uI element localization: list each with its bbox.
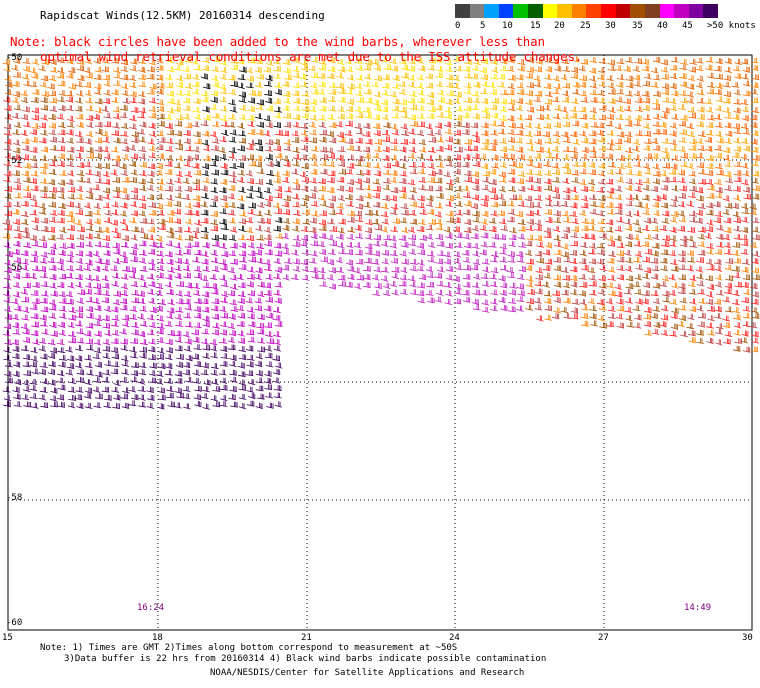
scale-swatch	[484, 4, 499, 18]
contamination-note: Note: black circles have been added to t…	[10, 34, 582, 64]
wind-barb-group	[2, 344, 283, 410]
scale-label: 0	[455, 21, 461, 31]
scale-swatch	[557, 4, 572, 18]
note-line-2: optimal wind retrieval conditions are me…	[40, 49, 583, 64]
lat-label: -50	[6, 53, 22, 63]
wind-barb-group	[164, 56, 508, 122]
lat-label: -58	[6, 493, 22, 503]
time-label: 14:49	[684, 603, 711, 613]
lon-label: 27	[598, 633, 609, 643]
scale-swatch	[644, 4, 660, 18]
scale-swatch	[601, 4, 616, 18]
wind-barb-group	[281, 232, 527, 313]
footer-note-1: Note: 1) Times are GMT 2)Times along bot…	[40, 643, 458, 653]
scale-swatch	[630, 4, 645, 18]
scale-swatch	[688, 4, 704, 18]
scale-label: 45	[682, 21, 693, 31]
lon-label: 15	[2, 633, 13, 643]
scale-swatch	[586, 4, 602, 18]
wind-barb-group	[480, 96, 760, 178]
lon-label: 21	[301, 633, 312, 643]
scale-label: 35	[632, 21, 643, 31]
scale-swatch	[469, 4, 485, 18]
wind-barb-group	[165, 56, 506, 121]
scale-label: 30	[605, 21, 616, 31]
scale-swatch	[455, 4, 470, 18]
scale-label: 10	[502, 21, 513, 31]
scale-swatch	[659, 4, 675, 18]
wind-barb-group	[4, 56, 760, 98]
wind-barb-group	[3, 96, 760, 345]
wind-barb-group	[2, 56, 760, 353]
lat-label: -55	[6, 263, 22, 273]
axis-labels: -50 -52 -55 -58 -60 15 18 21 24 27 30	[2, 53, 753, 643]
lat-lon-grid	[8, 55, 752, 630]
scale-label: 25	[580, 21, 591, 31]
scale-label: 40	[657, 21, 668, 31]
note-line-1: Note: black circles have been added to t…	[10, 34, 545, 49]
wind-barb-group	[200, 66, 283, 241]
footer-credit: NOAA/NESDIS/Center for Satellite Applica…	[210, 668, 525, 678]
wind-barb-group	[481, 96, 760, 178]
wind-barb-group	[2, 97, 760, 353]
scale-swatch	[513, 4, 529, 18]
map-frame	[7, 54, 753, 631]
wind-speed-scale-labels: 0 5 10 15 20 25 30 35 40 45 >50 knots	[448, 21, 760, 33]
scale-label: 15	[530, 21, 541, 31]
wind-barb-group	[4, 96, 760, 352]
scale-swatch	[571, 4, 587, 18]
wind-barbs	[2, 56, 760, 410]
lat-label: -52	[6, 156, 22, 166]
time-label: 16:24	[137, 603, 164, 613]
scale-label: 20	[554, 21, 565, 31]
lat-label: -60	[6, 618, 22, 628]
scale-swatch	[528, 4, 543, 18]
scale-swatch	[674, 4, 689, 18]
lon-label: 24	[449, 633, 460, 643]
scale-swatch	[703, 4, 718, 18]
scale-swatch	[542, 4, 558, 18]
scale-swatch	[615, 4, 631, 18]
map-title: Rapidscat Winds(12.5KM) 20160314 descend…	[40, 9, 325, 22]
scale-label: >50 knots	[707, 21, 756, 31]
wind-barb-group	[2, 240, 283, 346]
scale-swatch	[498, 4, 514, 18]
lon-label: 30	[742, 633, 753, 643]
scale-label: 5	[480, 21, 486, 31]
footer-note-2: 3)Data buffer is 22 hrs from 20160314 4)…	[64, 654, 547, 664]
lon-label: 18	[152, 633, 163, 643]
wind-speed-color-scale	[455, 4, 718, 18]
